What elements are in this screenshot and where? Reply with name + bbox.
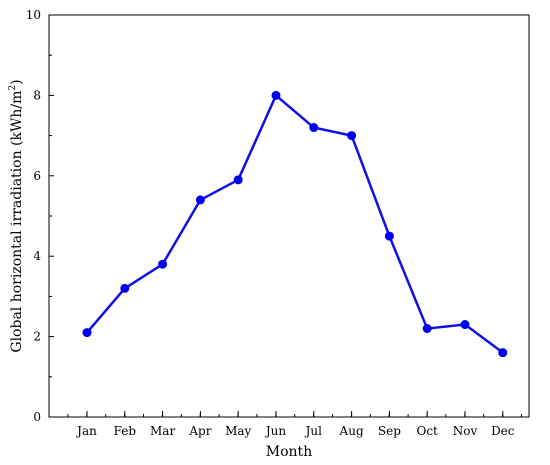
x-tick-label: Dec — [491, 424, 515, 438]
y-axis: 0 2 4 6 8 10 — [26, 8, 54, 424]
data-point — [384, 231, 394, 241]
y-tick-label: 2 — [33, 330, 41, 344]
x-tick-label: Jan — [75, 424, 97, 438]
data-point — [158, 259, 168, 269]
plot-frame — [48, 14, 530, 418]
y-axis-title: Global horizontal irradiation (kWh/m2) — [8, 79, 25, 352]
y-tick-label: 8 — [33, 88, 41, 102]
x-tick-label: May — [225, 424, 251, 438]
x-tick-label: Jun — [264, 424, 287, 438]
data-point — [309, 123, 319, 133]
data-point — [82, 328, 92, 338]
data-point — [120, 283, 130, 293]
data-point — [195, 195, 205, 205]
x-axis: Jan Feb Mar Apr May Jun Jul Aug Sep Oct Nov Dec — [67, 411, 522, 438]
data-point — [233, 175, 243, 185]
x-axis-title: Month — [266, 444, 312, 460]
data-point — [271, 90, 281, 100]
x-tick-label: Sep — [378, 424, 401, 438]
y-tick-label: 4 — [33, 249, 41, 263]
x-tick-label: Oct — [417, 424, 439, 438]
x-tick-label: Aug — [339, 424, 364, 438]
data-point — [422, 324, 432, 334]
data-point — [460, 320, 470, 330]
data-point — [498, 348, 508, 358]
x-tick-label: Feb — [114, 424, 137, 438]
data-point — [347, 131, 357, 141]
x-tick-label: Jul — [304, 424, 323, 438]
series-line — [86, 94, 504, 354]
y-tick-label: 10 — [26, 8, 41, 22]
x-tick-label: Apr — [188, 424, 211, 438]
y-tick-label: 0 — [33, 410, 41, 424]
x-tick-label: Nov — [453, 424, 478, 438]
series-layer — [82, 90, 508, 358]
y-tick-label: 6 — [33, 169, 41, 183]
x-tick-label: Mar — [150, 424, 175, 438]
